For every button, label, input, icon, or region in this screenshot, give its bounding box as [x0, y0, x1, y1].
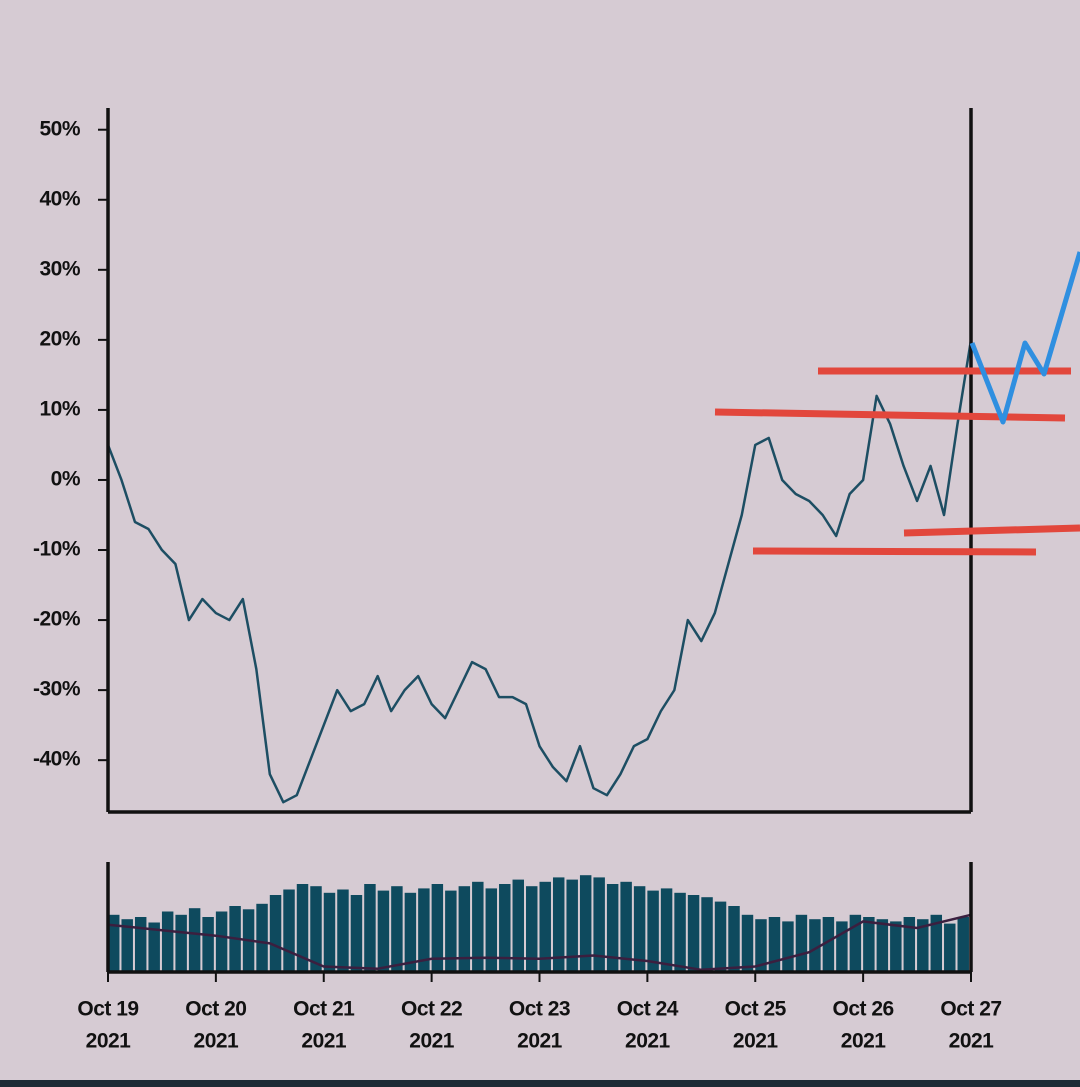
- support-line: [752, 547, 1037, 556]
- volume-bar: [579, 875, 592, 972]
- volume-bar: [944, 923, 956, 972]
- x-tick-sublabel: 2021: [949, 1030, 995, 1053]
- volume-bar: [876, 919, 889, 972]
- x-tick-label: Oct 25: [725, 998, 787, 1021]
- y-tick-label: -40%: [33, 748, 81, 771]
- x-tick-label: Oct 22: [401, 998, 462, 1021]
- annotations: [714, 251, 1080, 556]
- volume-bar: [337, 889, 349, 972]
- volume-bar: [134, 917, 147, 972]
- y-tick-label: 40%: [39, 187, 80, 210]
- x-tick-label: Oct 27: [940, 998, 1001, 1021]
- x-tick-label: Oct 20: [185, 998, 246, 1021]
- volume-bar: [741, 914, 754, 972]
- volume-bar: [404, 892, 417, 972]
- volume-bar: [674, 892, 686, 972]
- volume-bar: [377, 890, 390, 972]
- y-tick-label: 0%: [51, 468, 81, 491]
- x-tick-sublabel: 2021: [625, 1030, 671, 1053]
- volume-bar: [795, 914, 808, 972]
- volume-bar: [472, 881, 484, 972]
- x-tick-label: Oct 21: [293, 998, 355, 1021]
- y-tick-label: 30%: [39, 257, 80, 280]
- volume-bar: [539, 881, 551, 972]
- volume-bar: [728, 906, 740, 972]
- volume-bar: [418, 888, 430, 972]
- volume-bar: [809, 919, 821, 972]
- volume-bar: [485, 888, 498, 972]
- volume-bar: [593, 877, 605, 972]
- volume-bar: [552, 877, 565, 972]
- volume-bar: [620, 881, 632, 972]
- volume-bar: [256, 903, 268, 972]
- plot: 50% 40% 30% 20% 10% 0% -10% -20% -30% -40% Oct 19 2…: [33, 108, 1002, 1053]
- volume-bar: [283, 889, 295, 972]
- projection-path: [969, 251, 1080, 425]
- x-tick-sublabel: 2021: [409, 1030, 455, 1053]
- volume-bar: [890, 921, 902, 972]
- volume-bar: [499, 884, 511, 972]
- x-tick-sublabel: 2021: [301, 1030, 347, 1053]
- volume-bar: [863, 917, 875, 972]
- volume-bar: [849, 914, 862, 972]
- x-tick-label: Oct 24: [617, 998, 679, 1021]
- volume-bar: [269, 895, 282, 972]
- volume-bar: [364, 884, 376, 972]
- price-line: [106, 339, 973, 804]
- y-tick-label: -30%: [33, 678, 81, 701]
- x-tick-label: Oct 26: [833, 998, 894, 1021]
- volume-bar: [701, 897, 713, 972]
- volume-bar: [296, 884, 309, 972]
- volume-bar: [148, 922, 160, 972]
- volume-bar: [431, 884, 444, 972]
- support-line: [903, 524, 1080, 537]
- volume-bar: [458, 886, 471, 972]
- y-tick-label: -10%: [33, 538, 81, 561]
- volume-bar: [526, 886, 538, 972]
- volume-bar: [566, 879, 578, 972]
- volume-bar: [714, 901, 727, 972]
- volume-bar: [822, 917, 835, 972]
- volume-bar: [310, 886, 322, 972]
- volume-bar: [633, 886, 646, 972]
- volume-bar: [660, 888, 673, 972]
- volume-bar: [108, 914, 120, 972]
- volume-bar: [957, 917, 969, 972]
- y-tick-label: 10%: [39, 397, 80, 420]
- x-tick-sublabel: 2021: [86, 1030, 132, 1053]
- volume-bar: [323, 892, 336, 972]
- x-tick-sublabel: 2021: [841, 1030, 887, 1053]
- volume-bar: [350, 895, 363, 972]
- volume-bar: [930, 914, 943, 972]
- volume-bar: [391, 886, 403, 972]
- volume-bar: [755, 919, 767, 972]
- volume-bar: [768, 917, 781, 972]
- volume-bar: [202, 917, 214, 972]
- x-tick-sublabel: 2021: [517, 1030, 563, 1053]
- x-tick-sublabel: 2021: [194, 1030, 240, 1053]
- volume-bar: [161, 911, 174, 972]
- volume-bar: [836, 921, 848, 972]
- volume-bar: [782, 921, 794, 972]
- volume-bar: [215, 911, 228, 972]
- volume-bar: [903, 917, 916, 972]
- volume-bar: [917, 919, 929, 972]
- volume-bar: [687, 895, 700, 972]
- volume-bar: [188, 908, 201, 972]
- volume-bar: [445, 890, 457, 972]
- y-tick-label: 20%: [39, 327, 80, 350]
- x-tick-label: Oct 23: [509, 998, 570, 1021]
- volume-bar: [175, 914, 187, 972]
- volume-bar: [512, 879, 524, 972]
- x-tick-label: Oct 19: [77, 998, 138, 1021]
- volume-bar: [647, 890, 659, 972]
- volume-bar: [121, 919, 133, 972]
- volume-bar: [606, 884, 619, 972]
- volume-average: [107, 913, 972, 972]
- y-tick-label: -20%: [33, 608, 81, 631]
- x-tick-sublabel: 2021: [733, 1030, 779, 1053]
- y-tick-label: 50%: [39, 117, 80, 140]
